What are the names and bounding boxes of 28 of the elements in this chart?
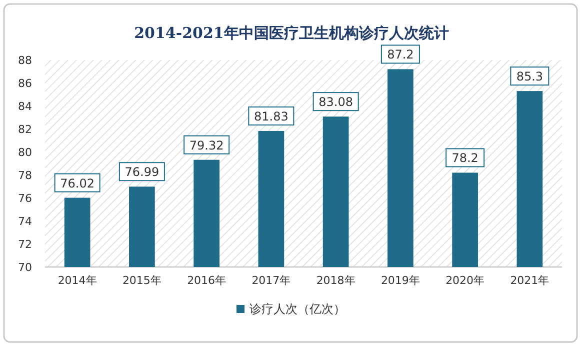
data-label: 81.83 xyxy=(254,109,288,124)
x-tick-label: 2021年 xyxy=(510,274,550,287)
y-tick-label: 82 xyxy=(18,123,32,136)
data-label: 76.02 xyxy=(60,176,94,190)
x-tick-label: 2016年 xyxy=(187,274,226,287)
y-tick-label: 86 xyxy=(18,77,32,90)
y-tick-label: 72 xyxy=(18,238,32,251)
x-tick-label: 2017年 xyxy=(252,274,291,287)
data-label: 83.08 xyxy=(318,95,353,110)
y-tick-label: 88 xyxy=(18,54,32,67)
x-tick-label: 2019年 xyxy=(380,274,420,287)
legend-label: 诊疗人次（亿次） xyxy=(250,302,346,316)
x-tick-label: 2020年 xyxy=(446,274,485,287)
y-tick-label: 80 xyxy=(18,146,32,159)
y-tick-label: 74 xyxy=(18,215,32,228)
data-label: 76.99 xyxy=(124,165,160,180)
y-tick-label: 70 xyxy=(18,261,32,274)
chart-title: 2014-2021年中国医疗卫生机构诊疗人次统计 xyxy=(134,24,449,42)
data-label: 85.3 xyxy=(516,70,544,84)
data-label: 78.2 xyxy=(452,151,478,166)
y-tick-label: 78 xyxy=(18,169,32,182)
y-tick-label: 76 xyxy=(18,192,32,205)
x-tick-label: 2015年 xyxy=(122,274,162,287)
y-tick-label: 84 xyxy=(18,100,32,113)
data-label: 87.2 xyxy=(387,48,414,62)
x-tick-label: 2014年 xyxy=(58,274,97,287)
data-label: 79.32 xyxy=(189,138,224,152)
x-tick-label: 2018年 xyxy=(316,274,356,287)
